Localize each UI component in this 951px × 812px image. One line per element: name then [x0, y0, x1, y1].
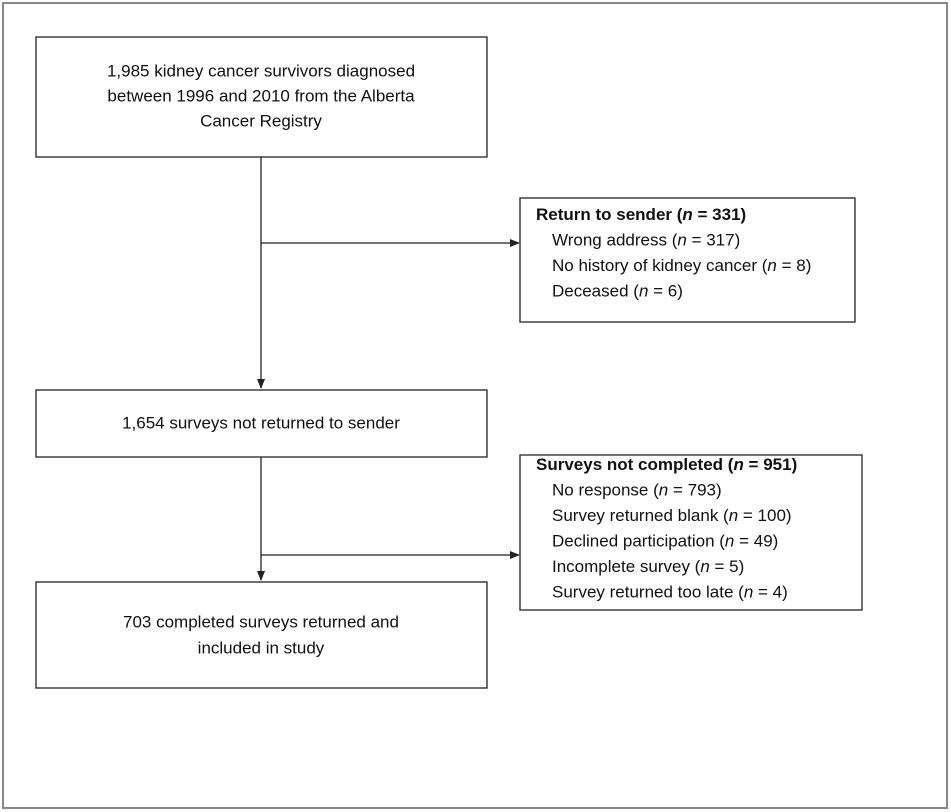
text-part: = 793) — [668, 481, 721, 500]
text-part: = 49) — [734, 532, 778, 551]
exclusion-line: Incomplete survey (n = 5) — [552, 557, 744, 576]
node-box — [35, 36, 488, 158]
text-part: No history of kidney cancer ( — [552, 256, 768, 275]
exclusion-line: Deceased (n = 6) — [552, 282, 683, 301]
text-part: = 100) — [738, 506, 791, 525]
text-part: = 6) — [648, 282, 683, 301]
text-part: n — [677, 231, 686, 250]
text-part: Wrong address ( — [552, 231, 678, 250]
text-part: Incomplete survey ( — [552, 557, 701, 576]
node-text: included in study — [198, 638, 325, 657]
exclusion-line: Wrong address (n = 317) — [552, 231, 740, 250]
text-part: No response ( — [552, 481, 659, 500]
node-text: between 1996 and 2010 from the Alberta — [107, 86, 415, 105]
text-part: Declined participation ( — [552, 532, 725, 551]
exclusion-box — [519, 454, 863, 611]
text-part: Survey returned blank ( — [552, 506, 729, 525]
text-part: n — [639, 282, 648, 301]
exclusion-line: No response (n = 793) — [552, 481, 722, 500]
node-text: Cancer Registry — [200, 111, 322, 130]
exclusion-line: Survey returned blank (n = 100) — [552, 506, 792, 525]
node-box — [35, 581, 488, 689]
text-part: n — [729, 506, 738, 525]
text-part: n — [733, 455, 743, 474]
text-part: n — [744, 583, 753, 602]
exclusion-line: Survey returned too late (n = 4) — [552, 583, 788, 602]
text-part: Surveys not completed ( — [536, 455, 734, 474]
text-part: = 8) — [777, 256, 812, 275]
exclusion-line: Surveys not completed (n = 951) — [536, 455, 797, 474]
text-part: n — [659, 481, 668, 500]
text-part: n — [767, 256, 776, 275]
text-part: Deceased ( — [552, 282, 639, 301]
text-part: = 331) — [693, 205, 746, 224]
text-part: = 951) — [744, 455, 797, 474]
exclusion-line: Declined participation (n = 49) — [552, 532, 778, 551]
text-part: = 5) — [710, 557, 745, 576]
text-part: = 4) — [753, 583, 788, 602]
node-box — [35, 389, 488, 458]
exclusion-line: Return to sender (n = 331) — [536, 205, 746, 224]
node-text: 1,985 kidney cancer survivors diagnosed — [107, 61, 415, 80]
exclusion-box — [519, 197, 856, 323]
text-part: n — [682, 205, 692, 224]
node-text: 1,654 surveys not returned to sender — [122, 413, 400, 432]
text-part: n — [725, 532, 734, 551]
text-part: Return to sender ( — [536, 205, 683, 224]
text-part: Survey returned too late ( — [552, 583, 744, 602]
text-part: n — [700, 557, 709, 576]
exclusion-line: No history of kidney cancer (n = 8) — [552, 256, 811, 275]
text-part: = 317) — [687, 231, 740, 250]
node-text: 703 completed surveys returned and — [123, 612, 399, 631]
